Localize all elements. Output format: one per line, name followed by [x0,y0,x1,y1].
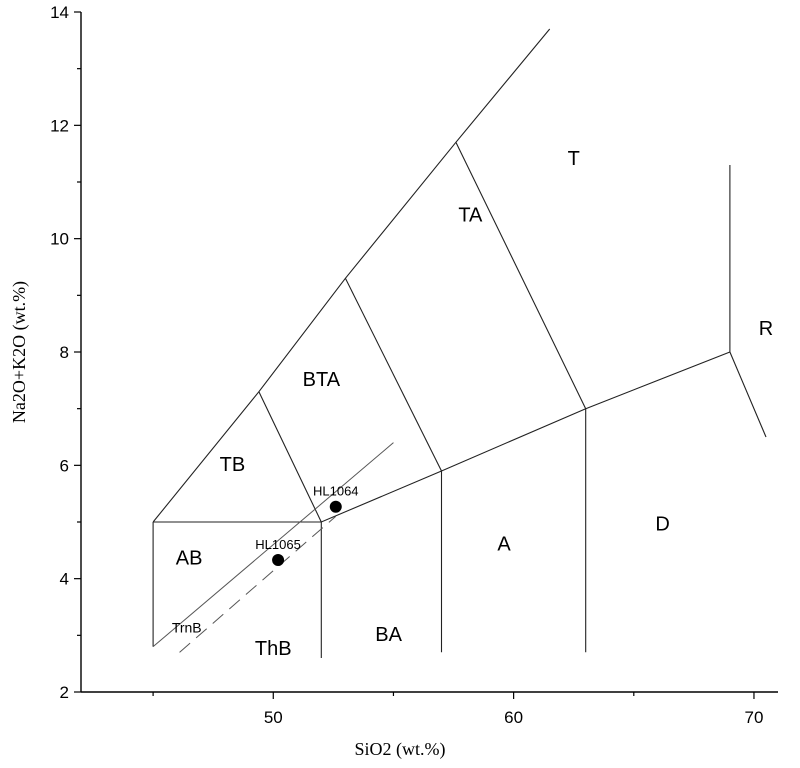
data-point [272,553,285,566]
field-label: TrnB [172,620,202,636]
y-tick-label: 2 [60,683,69,702]
y-tick-label: 6 [60,456,69,475]
field-label: AB [176,548,203,570]
reference-lines [152,442,394,653]
x-tick-label: 60 [504,708,523,727]
y-tick-label: 10 [50,230,69,249]
field-boundary [729,351,767,438]
field-label: A [497,533,511,555]
data-point [329,500,342,513]
dashed-divider-line [179,515,337,653]
field-label: TA [458,205,483,227]
field-label: ThB [255,638,292,660]
y-tick-label: 12 [50,116,69,135]
y-tick-label: 8 [60,343,69,362]
field-boundary [258,391,322,523]
y-tick-label: 14 [50,3,69,22]
field-label: TB [220,454,246,476]
x-tick-label: 50 [264,708,283,727]
axes: 2 4 6 8 10 12 14 50 60 70 [50,3,778,727]
field-label: T [568,148,580,170]
field-labels: T TA R BTA TB AB A D BA ThB TrnB [172,148,773,660]
field-boundaries [152,28,767,658]
field-label: BTA [303,369,341,391]
field-label: D [655,514,669,536]
point-label: HL1065 [255,537,301,552]
y-tick-label: 4 [60,570,69,589]
field-label: R [759,318,773,340]
point-label: HL1064 [313,484,359,499]
solid-divider-line [152,442,394,648]
y-axis-title: Na2O+K2O (wt.%) [9,281,30,423]
field-boundary [152,28,551,523]
field-boundary [455,142,587,409]
data-points: HL1064 HL1065 [255,484,359,566]
x-tick-label: 70 [745,708,764,727]
field-label: BA [375,624,402,646]
field-boundary [344,278,442,472]
x-axis-title: SiO2 (wt.%) [355,739,446,760]
